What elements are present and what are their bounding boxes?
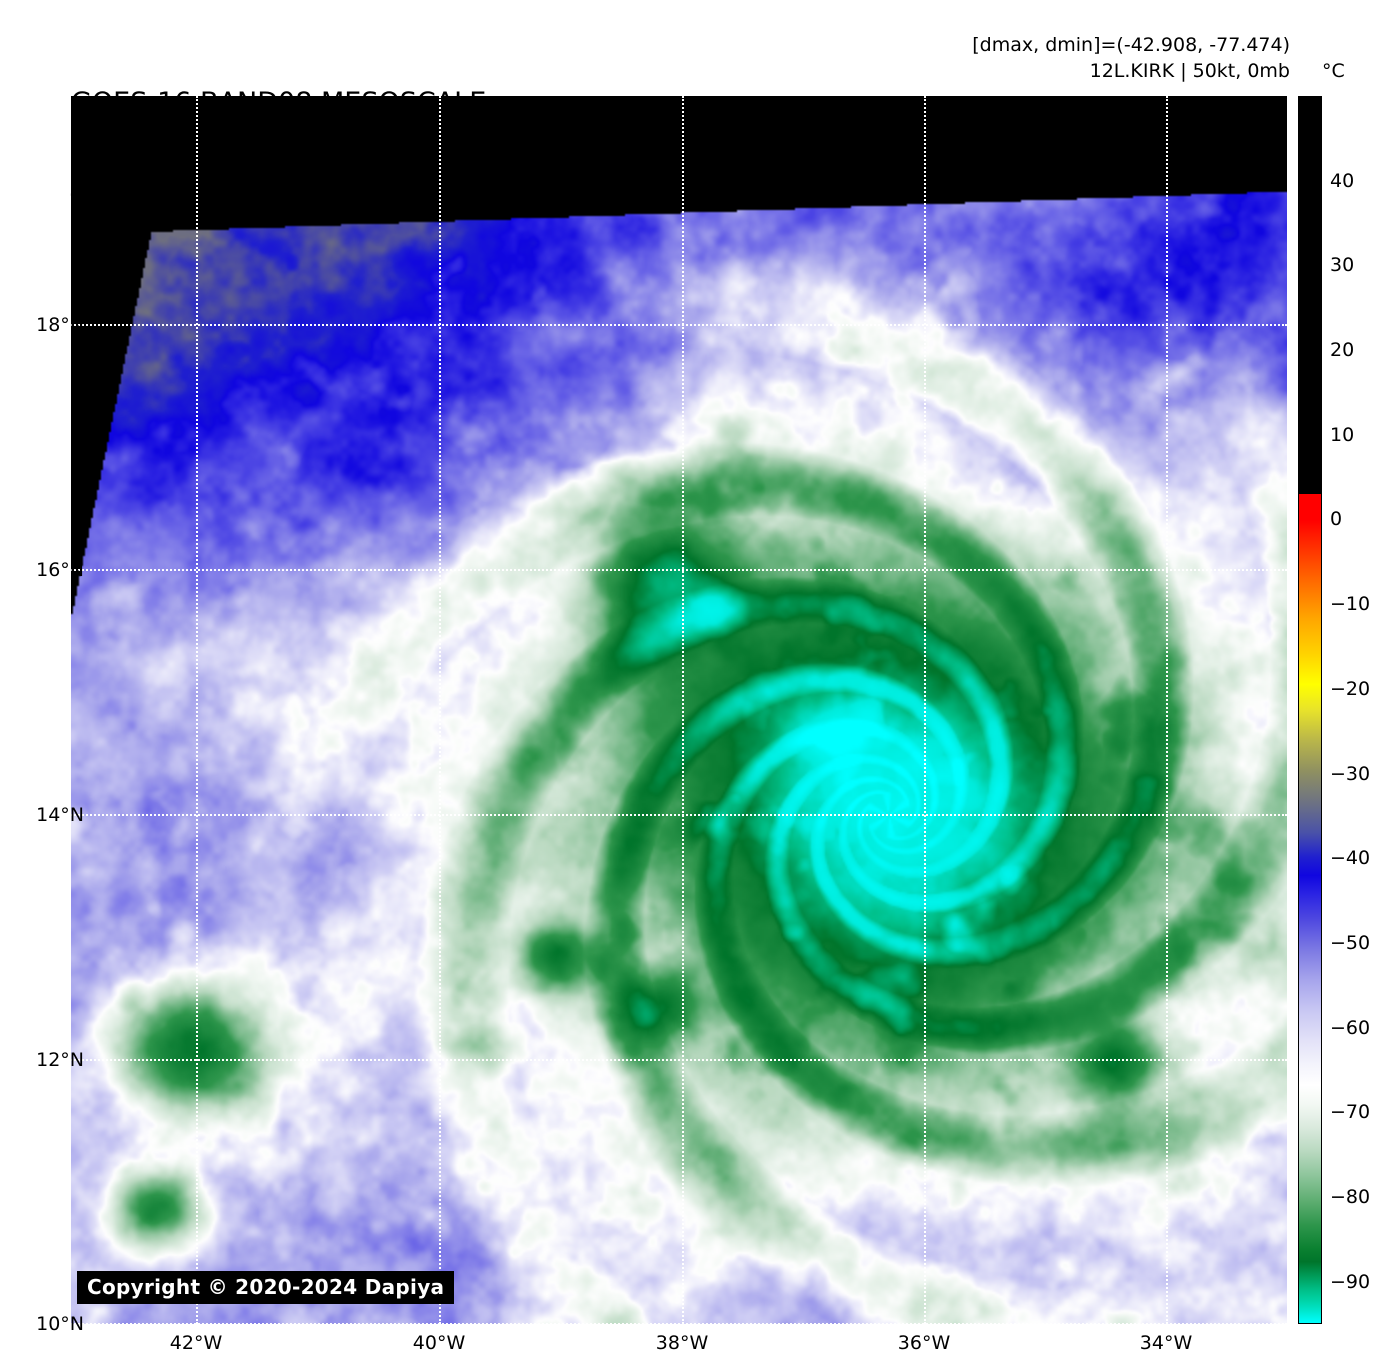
colorbar-tick-7: −30 <box>1330 762 1371 785</box>
colorbar-tick-9: −50 <box>1330 931 1371 954</box>
colorbar-tick-8: −40 <box>1330 847 1371 870</box>
colorbar-tick-5: −10 <box>1330 593 1371 616</box>
metadata-block: [dmax, dmin]=(-42.908, -77.474) 12L.KIRK… <box>972 32 1290 84</box>
satellite-image-plot: Copyright © 2020-2024 Dapiya <box>71 96 1287 1324</box>
y-tick-label-4: 10°N <box>36 1313 84 1335</box>
colorbar-tick-2: 20 <box>1330 339 1355 362</box>
colorbar-tick-1: 30 <box>1330 254 1355 277</box>
x-tick-label-1: 40°W <box>412 1332 466 1354</box>
satellite-imagery-canvas <box>71 96 1287 1324</box>
colorbar-tick-10: −60 <box>1330 1016 1371 1039</box>
colorbar-gradient <box>1299 97 1321 1323</box>
colorbar-tick-12: −80 <box>1330 1185 1371 1208</box>
colorbar-tick-0: 40 <box>1330 169 1355 192</box>
colorbar-tick-4: 0 <box>1330 508 1343 531</box>
storm-info-label: 12L.KIRK | 50kt, 0mb <box>1089 60 1290 82</box>
colorbar-tick-13: −90 <box>1330 1270 1371 1293</box>
x-tick-label-2: 38°W <box>655 1332 709 1354</box>
colorbar-tick-3: 10 <box>1330 423 1355 446</box>
x-tick-label-4: 34°W <box>1139 1332 1193 1354</box>
y-tick-label-0: 18°N <box>36 314 84 336</box>
x-tick-label-0: 42°W <box>169 1332 223 1354</box>
y-tick-label-1: 16°N <box>36 559 84 581</box>
copyright-watermark: Copyright © 2020-2024 Dapiya <box>77 1271 455 1304</box>
y-tick-label-2: 14°N <box>36 804 84 826</box>
colorbar <box>1298 96 1322 1324</box>
colorbar-tick-6: −20 <box>1330 677 1371 700</box>
y-tick-label-3: 12°N <box>36 1049 84 1071</box>
data-range-label: [dmax, dmin]=(-42.908, -77.474) <box>972 34 1290 56</box>
colorbar-tick-11: −70 <box>1330 1101 1371 1124</box>
x-tick-label-3: 36°W <box>897 1332 951 1354</box>
colorbar-unit-label: °C <box>1322 60 1345 82</box>
